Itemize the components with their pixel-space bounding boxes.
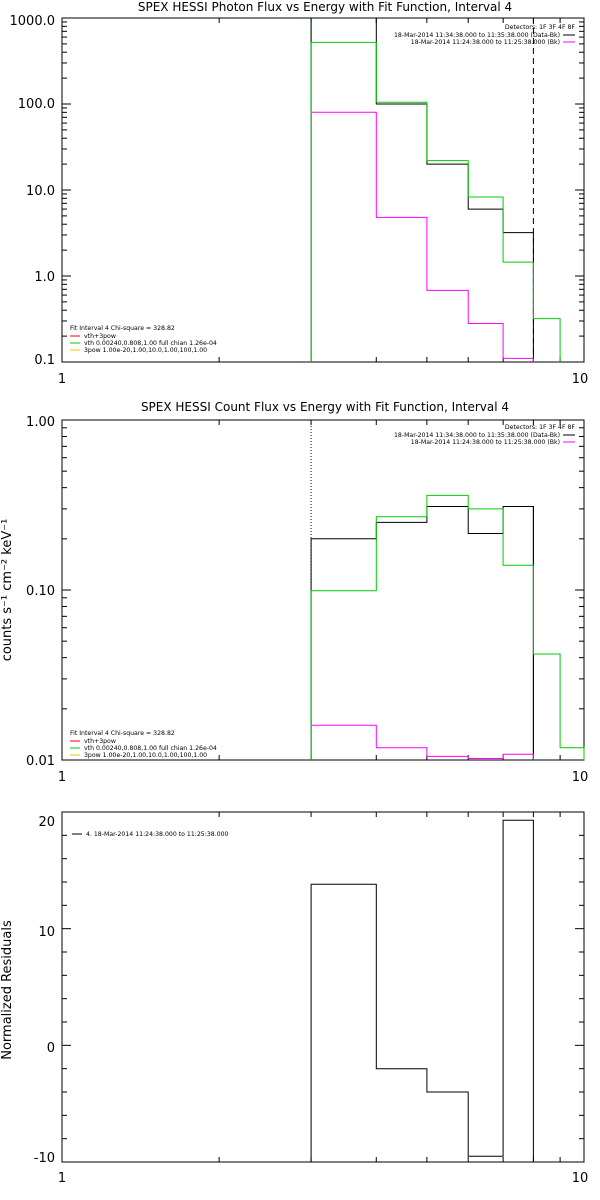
series-4-18-mar-2014-11-24-38-000-to-11-25-38-000 bbox=[310, 819, 534, 1162]
panel3-axes bbox=[61, 811, 585, 1163]
count-flux-panel: SPEX HESSI Count Flux vs Energy with Fit… bbox=[0, 400, 588, 785]
series-vth-3pow bbox=[310, 41, 561, 362]
panel2-ytick-1: 0.10 bbox=[26, 584, 55, 599]
panel3-series bbox=[310, 819, 534, 1162]
panel2-legend-bottom-left: Fit Interval 4 Chi-square = 328.82 vth+3… bbox=[70, 730, 217, 759]
panel1-vlines bbox=[310, 18, 534, 362]
panel1-fit-header: Fit Interval 4 Chi-square = 328.82 bbox=[70, 325, 175, 332]
panel3-ytick-3: 20 bbox=[38, 815, 55, 830]
photon-flux-panel: SPEX HESSI Photon Flux vs Energy with Fi… bbox=[10, 0, 589, 387]
panel1-ytick-4: 1000.0 bbox=[10, 14, 56, 29]
panel3-frame bbox=[61, 811, 585, 1163]
panel2-frame bbox=[61, 419, 585, 761]
panel3-xtick-1: 10 bbox=[572, 1171, 589, 1186]
series-data-bk bbox=[310, 506, 534, 760]
panel3-legend-entry: 4. 18-Mar-2014 11:24:38.000 to 11:25:38.… bbox=[86, 831, 229, 838]
panel2-xtick-0: 1 bbox=[58, 770, 66, 785]
panel3-ytick-2: 10 bbox=[38, 925, 55, 940]
panel1-legend-bk-label: 18-Mar-2014 11:24:38.000 to 11:25:38.000… bbox=[411, 39, 560, 46]
panel1-legend-entry-2: 3pow 1.00e-20,1.00,10.0,1.00,100,1.00 bbox=[84, 347, 207, 354]
panel2-legend-entry-2: 3pow 1.00e-20,1.00,10.0,1.00,100,1.00 bbox=[84, 752, 207, 759]
panel2-fit-header: Fit Interval 4 Chi-square = 328.82 bbox=[70, 730, 175, 737]
panel2-ylabel: counts s⁻¹ cm⁻² keV⁻¹ bbox=[0, 519, 15, 662]
panel2-legend-bk-label: 18-Mar-2014 11:24:38.000 to 11:25:38.000… bbox=[411, 439, 560, 446]
panel1-title: SPEX HESSI Photon Flux vs Energy with Fi… bbox=[138, 0, 512, 14]
panel1-detectors-label: Detectors: 1F 3F 4F 8F bbox=[505, 24, 576, 31]
residuals-panel: -10 0 10 20 1 10 Normalized Residuals 4.… bbox=[0, 811, 589, 1186]
panel1-ytick-0: 0.1 bbox=[34, 353, 55, 368]
series-bk bbox=[310, 724, 534, 760]
panel3-ytick-0: -10 bbox=[34, 1151, 55, 1166]
panel1-legend-entry-1: vth 0.00240,0.808,1.00 full chian 1.26e-… bbox=[84, 340, 217, 347]
panel1-legend-bottom-left: Fit Interval 4 Chi-square = 328.82 vth+3… bbox=[70, 325, 217, 354]
panel2-title: SPEX HESSI Count Flux vs Energy with Fit… bbox=[141, 400, 509, 414]
series-vth-3pow bbox=[310, 494, 585, 760]
series-data-bk bbox=[310, 17, 534, 362]
panel2-ytick-2: 1.00 bbox=[26, 415, 55, 430]
panel2-legend-entry-1: vth 0.00240,0.808,1.00 full chian 1.26e-… bbox=[84, 745, 217, 752]
panel2-vlines bbox=[310, 420, 534, 760]
panel3-xtick-0: 1 bbox=[58, 1171, 66, 1186]
panel1-xtick-0: 1 bbox=[58, 372, 66, 387]
panel1-frame bbox=[61, 17, 585, 363]
panel2-ytick-0: 0.01 bbox=[26, 754, 55, 769]
panel3-legend: 4. 18-Mar-2014 11:24:38.000 to 11:25:38.… bbox=[72, 831, 229, 838]
panel2-axes bbox=[61, 419, 585, 761]
panel1-ytick-3: 100.0 bbox=[18, 97, 55, 112]
panel1-axes bbox=[61, 17, 585, 363]
panel2-series bbox=[310, 494, 585, 760]
series-bk bbox=[310, 111, 534, 362]
panel1-legend-top-right: Detectors: 1F 3F 4F 8F 18-Mar-2014 11:34… bbox=[394, 24, 575, 46]
panel1-ytick-2: 10.0 bbox=[26, 184, 55, 199]
panel1-xtick-1: 10 bbox=[572, 372, 589, 387]
panel2-legend-data-bk-label: 18-Mar-2014 11:34:38.000 to 11:35:38.000… bbox=[394, 432, 560, 439]
panel3-ytick-1: 0 bbox=[47, 1041, 55, 1056]
panel1-legend-data-bk-label: 18-Mar-2014 11:34:38.000 to 11:35:38.000… bbox=[394, 32, 560, 39]
panel2-xtick-1: 10 bbox=[572, 770, 589, 785]
panel1-ytick-1: 1.0 bbox=[34, 270, 55, 285]
panel1-series bbox=[310, 17, 561, 362]
panel2-legend-top-right: Detectors: 1F 3F 4F 8F 18-Mar-2014 11:34… bbox=[394, 424, 575, 446]
panel1-legend-entry-0: vth+3pow bbox=[84, 333, 116, 340]
panel3-ylabel: Normalized Residuals bbox=[0, 920, 15, 1060]
panel2-legend-entry-0: vth+3pow bbox=[84, 738, 116, 745]
panel2-detectors-label: Detectors: 1F 3F 4F 8F bbox=[505, 424, 576, 431]
